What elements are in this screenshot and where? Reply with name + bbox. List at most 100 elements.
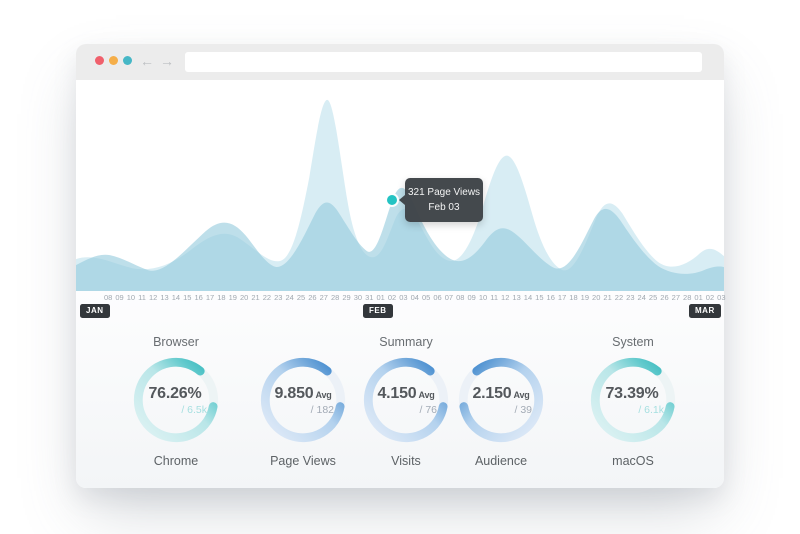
month-badge-mar: MAR <box>689 304 721 318</box>
axis-day-label: 01 <box>376 293 385 302</box>
traffic-light-teal[interactable] <box>123 56 132 65</box>
highlighted-point[interactable] <box>387 195 397 205</box>
browser-window: ← → 321 Page Views Feb 03 08 09 10 11 12 13 14… <box>76 44 726 488</box>
url-bar[interactable] <box>185 52 702 72</box>
axis-day-label: 11 <box>490 293 498 302</box>
stats-panel: 08 09 10 11 12 13 14 15 16 17 18 19 20 21 22 23 24 25 26 27… <box>76 291 726 488</box>
tooltip-value: 321 Page Views <box>407 187 481 198</box>
forward-arrow-icon[interactable]: → <box>160 53 174 69</box>
axis-day-label: 23 <box>274 293 283 302</box>
donut-value: 4.150 Avg <box>377 384 435 402</box>
axis-day-label: 21 <box>603 293 612 302</box>
axis-day-label: 14 <box>523 293 533 302</box>
donut-label: Audience <box>474 454 528 468</box>
axis-day-label: 14 <box>171 293 181 302</box>
axis-day-label: 17 <box>205 293 215 302</box>
axis-day-label: 13 <box>512 293 521 302</box>
donut-value: 9.850 Avg <box>274 384 332 402</box>
axis-day-label: 06 <box>433 293 442 302</box>
section-title-summary: Summary <box>379 335 433 349</box>
axis-day-label: 18 <box>569 293 578 302</box>
section-title-browser: Browser <box>153 335 199 349</box>
axis-day-label: 03 <box>717 293 726 302</box>
donut-arc <box>590 357 675 443</box>
donut-sub-value: / 6.5k <box>181 403 207 416</box>
axis-day-label: 25 <box>648 293 658 302</box>
axis-day-label: 03 <box>399 293 408 302</box>
donut-label: Page Views <box>270 454 336 468</box>
donut-audience: 2.150 Avg / 39 Audience <box>455 354 547 468</box>
donut-arc <box>133 357 218 443</box>
donut-arc <box>260 357 345 443</box>
axis-day-label: 02 <box>387 293 397 302</box>
axis-day-label: 16 <box>546 293 555 302</box>
chart-tooltip: 321 Page Views Feb 03 <box>399 178 483 222</box>
donut-sub-value: / 6.1k <box>638 403 664 416</box>
axis-day-label: 28 <box>330 293 340 302</box>
axis-day-label: 11 <box>138 293 146 302</box>
donut-sub-value: / 76 <box>419 403 437 416</box>
axis-day-label: 24 <box>637 293 646 302</box>
axis-day-label: 05 <box>421 293 431 302</box>
axis-day-label: 31 <box>365 293 374 302</box>
donut-label: Visits <box>391 454 421 468</box>
month-badge-feb: FEB <box>363 304 393 318</box>
axis-day-label: 27 <box>319 293 328 302</box>
axis-day-label: 16 <box>194 293 203 302</box>
donut-value: 73.39% <box>605 384 659 402</box>
donut-value: 76.26% <box>148 384 202 402</box>
axis-day-label: 02 <box>705 293 715 302</box>
donut-visits: 4.150 Avg / 76 Visits <box>360 354 452 468</box>
axis-day-label: 20 <box>592 293 601 302</box>
axis-day-label: 15 <box>535 293 544 302</box>
donut-arc <box>459 357 544 443</box>
axis-day-label: 12 <box>501 293 510 302</box>
donut-chrome: 76.26% / 6.5k Chrome <box>130 354 222 468</box>
axis-day-label: 29 <box>342 293 351 302</box>
donut-sub-value: / 182 <box>310 403 334 416</box>
axis-day-label: 08 <box>456 293 465 302</box>
area-chart[interactable] <box>76 80 724 291</box>
tooltip-date: Feb 03 <box>428 202 460 213</box>
axis-day-label: 22 <box>262 293 272 302</box>
donut-value: 2.150 Avg <box>472 384 530 402</box>
front-wave-series <box>76 187 724 291</box>
donut-arc <box>363 357 448 443</box>
month-badge-jan: JAN <box>80 304 110 318</box>
axis-day-label: 26 <box>660 293 669 302</box>
axis-day-label: 15 <box>183 293 192 302</box>
axis-day-label: 09 <box>467 293 476 302</box>
axis-days: 08 09 10 11 12 13 14 15 16 17 18 19 20 21 22 23 24 25 26 27… <box>104 293 726 302</box>
axis-day-label: 19 <box>580 293 589 302</box>
axis-day-label: 27 <box>671 293 680 302</box>
browser-topbar: ← → <box>76 44 724 80</box>
back-arrow-icon[interactable]: ← <box>140 53 154 69</box>
axis-day-label: 30 <box>353 293 363 302</box>
axis-day-label: 21 <box>251 293 260 302</box>
donut-label: Chrome <box>153 454 199 468</box>
axis-day-label: 09 <box>115 293 124 302</box>
donut-macos: 73.39% / 6.1k macOS <box>587 354 679 468</box>
donut-sub-value: / 39 <box>514 403 532 416</box>
axis-day-label: 18 <box>217 293 226 302</box>
traffic-light-red[interactable] <box>95 56 104 65</box>
donut-page-views: 9.850 Avg / 182 Page Views <box>257 354 349 468</box>
axis-day-label: 23 <box>626 293 635 302</box>
axis-day-label: 07 <box>444 293 454 302</box>
axis-day-label: 04 <box>410 293 419 302</box>
axis-day-label: 12 <box>148 293 158 302</box>
axis-day-label: 25 <box>296 293 306 302</box>
traffic-light-yellow[interactable] <box>109 56 118 65</box>
axis-day-label: 17 <box>557 293 567 302</box>
axis-day-label: 10 <box>126 293 136 302</box>
axis-day-label: 01 <box>694 293 703 302</box>
axis-day-label: 13 <box>160 293 169 302</box>
axis-day-label: 20 <box>239 293 249 302</box>
axis-day-label: 10 <box>478 293 488 302</box>
axis-day-label: 24 <box>285 293 294 302</box>
axis-day-label: 28 <box>683 293 692 302</box>
axis-day-label: 19 <box>228 293 237 302</box>
axis-day-label: 26 <box>308 293 317 302</box>
axis-day-label: 08 <box>104 293 113 302</box>
